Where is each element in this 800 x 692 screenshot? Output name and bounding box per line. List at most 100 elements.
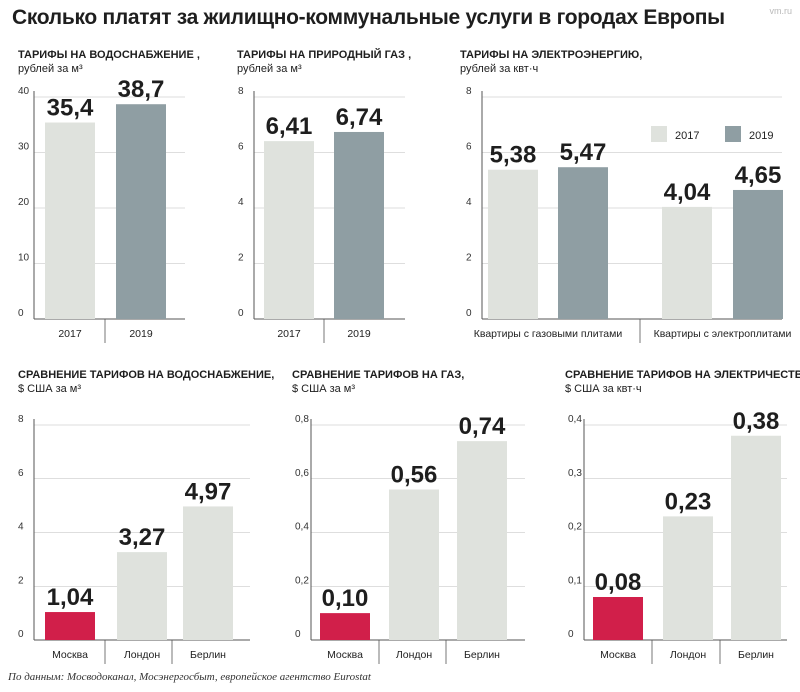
chart-electricity-rub-value-label: 4,65 (735, 162, 782, 189)
chart-water-rub-category-label: 2019 (129, 328, 153, 340)
chart-title-gas-rub: ТАРИФЫ НА ПРИРОДНЫЙ ГАЗ , рублей за м³ (237, 48, 411, 76)
chart-electricity-rub-value-label: 5,47 (560, 139, 607, 166)
chart-gas-usd-bar (320, 613, 370, 640)
chart-gas-usd-category-label: Берлин (464, 649, 500, 661)
chart-unit: $ США за м³ (292, 383, 356, 395)
source-note: По данным: Мосводоканал, Мосэнергосбыт, … (8, 671, 371, 683)
chart-title-electricity-usd: СРАВНЕНИЕ ТАРИФОВ НА ЭЛЕКТРИЧЕСТВО, $ СШ… (565, 368, 800, 396)
chart-electricity-usd-ytick-label: 0 (568, 629, 574, 640)
chart-water-usd-bar (117, 552, 167, 640)
chart-gas-usd-ytick-label: 0 (295, 629, 301, 640)
chart-water-rub-ytick-label: 0 (18, 308, 24, 319)
chart-water-usd-category-label: Берлин (190, 649, 226, 661)
chart-gas-rub-ytick-label: 0 (238, 308, 244, 319)
chart-gas-rub-value-label: 6,41 (266, 113, 313, 140)
chart-gas-usd-value-label: 0,56 (391, 462, 438, 489)
chart-electricity-rub-bar (488, 169, 538, 319)
chart-electricity-rub-ytick-label: 0 (466, 308, 472, 319)
chart-gas-usd-ytick-label: 0,8 (295, 414, 309, 425)
chart-gas-usd-category-label: Москва (327, 649, 363, 661)
chart-electricity-usd-category-label: Москва (600, 649, 636, 661)
chart-electricity-rub-value-label: 5,38 (490, 142, 537, 169)
chart-gas-rub-ytick-label: 8 (238, 86, 244, 97)
chart-title-gas-usd: СРАВНЕНИЕ ТАРИФОВ НА ГАЗ, $ США за м³ (292, 368, 464, 396)
chart-electricity-usd-value-label: 0,08 (595, 569, 642, 596)
chart-gas-rub-ytick-label: 4 (238, 197, 244, 208)
chart-gas-usd-bar (389, 489, 439, 640)
chart-title-text: СРАВНЕНИЕ ТАРИФОВ НА ЭЛЕКТРИЧЕСТВО, (565, 369, 800, 381)
chart-electricity-usd-bar (593, 597, 643, 640)
chart-gas-usd-value-label: 0,74 (459, 413, 506, 440)
chart-water-rub-bar (45, 122, 95, 319)
chart-unit: рублей за квт·ч (460, 63, 539, 75)
chart-gas-usd-ytick-label: 0,2 (295, 575, 309, 586)
chart-electricity-rub-bar (662, 206, 712, 319)
chart-water-usd-bar (45, 612, 95, 640)
chart-water-usd-value-label: 1,04 (47, 584, 94, 611)
chart-gas-usd-value-label: 0,10 (322, 585, 369, 612)
chart-electricity-usd-ytick-label: 0,3 (568, 468, 582, 479)
chart-gas-usd-ytick-label: 0,6 (295, 468, 309, 479)
chart-electricity-usd-bar (731, 435, 781, 640)
chart-unit: рублей за м³ (237, 63, 302, 75)
logo: vm.ru (769, 6, 793, 16)
chart-electricity-rub-legend-label: 2019 (749, 130, 773, 142)
chart-electricity-usd-ytick-label: 0,4 (568, 414, 582, 425)
chart-electricity-rub-category-label: Квартиры с электроплитами (654, 328, 792, 340)
chart-electricity-usd-value-label: 0,38 (733, 408, 780, 435)
chart-water-usd-value-label: 4,97 (185, 478, 232, 505)
chart-title-text: ТАРИФЫ НА ПРИРОДНЫЙ ГАЗ , (237, 49, 412, 61)
chart-gas-rub-category-label: 2019 (347, 328, 371, 340)
chart-title-text: СРАВНЕНИЕ ТАРИФОВ НА ВОДОСНАБЖЕНИЕ, (18, 369, 275, 381)
chart-gas-rub-ytick-label: 2 (238, 253, 244, 264)
chart-electricity-rub-legend-swatch (651, 126, 667, 142)
chart-title-electricity-rub: ТАРИФЫ НА ЭЛЕКТРОЭНЕРГИЮ, рублей за квт·… (460, 48, 642, 76)
chart-electricity-rub-legend-swatch (725, 126, 741, 142)
chart-unit: $ США за квт·ч (565, 383, 642, 395)
chart-gas-rub-value-label: 6,74 (336, 104, 383, 131)
chart-electricity-usd-category-label: Лондон (670, 649, 706, 661)
chart-title-text: ТАРИФЫ НА ВОДОСНАБЖЕНИЕ , (18, 49, 200, 61)
chart-gas-rub-bar (264, 141, 314, 319)
chart-unit: $ США за м³ (18, 383, 82, 395)
chart-water-usd-value-label: 3,27 (119, 524, 166, 551)
chart-electricity-rub-legend-label: 2017 (675, 130, 699, 142)
chart-title-water-usd: СРАВНЕНИЕ ТАРИФОВ НА ВОДОСНАБЖЕНИЕ, $ СШ… (18, 368, 274, 396)
chart-water-usd-ytick-label: 2 (18, 575, 24, 586)
chart-gas-rub-bar (334, 131, 384, 319)
chart-electricity-usd-value-label: 0,23 (665, 488, 712, 515)
chart-unit: рублей за м³ (18, 63, 83, 75)
chart-electricity-rub-ytick-label: 8 (466, 86, 472, 97)
chart-title-text: СРАВНЕНИЕ ТАРИФОВ НА ГАЗ, (292, 369, 465, 381)
chart-water-rub-bar (116, 104, 166, 319)
chart-water-rub-value-label: 38,7 (118, 76, 165, 103)
chart-water-usd-ytick-label: 4 (18, 522, 24, 533)
chart-gas-rub-category-label: 2017 (277, 328, 301, 340)
chart-electricity-rub-ytick-label: 2 (466, 253, 472, 264)
chart-gas-usd-ytick-label: 0,4 (295, 522, 309, 533)
chart-title-water-rub: ТАРИФЫ НА ВОДОСНАБЖЕНИЕ , рублей за м³ (18, 48, 200, 76)
chart-water-usd-ytick-label: 8 (18, 414, 24, 425)
chart-water-usd-category-label: Москва (52, 649, 88, 661)
chart-water-rub-ytick-label: 30 (18, 142, 30, 153)
chart-electricity-rub-category-label: Квартиры с газовыми плитами (474, 328, 623, 340)
chart-gas-usd-category-label: Лондон (396, 649, 432, 661)
chart-water-usd-ytick-label: 6 (18, 468, 24, 479)
chart-water-usd-bar (183, 506, 233, 640)
chart-water-rub-ytick-label: 40 (18, 86, 30, 97)
chart-electricity-usd-bar (663, 516, 713, 640)
chart-water-rub-category-label: 2017 (58, 328, 82, 340)
chart-water-rub-value-label: 35,4 (47, 95, 94, 122)
chart-electricity-rub-bar (558, 167, 608, 319)
chart-water-usd-category-label: Лондон (124, 649, 160, 661)
chart-gas-usd-bar (457, 441, 507, 640)
chart-water-usd-ytick-label: 0 (18, 629, 24, 640)
chart-water-rub-ytick-label: 10 (18, 253, 30, 264)
chart-electricity-usd-ytick-label: 0,2 (568, 522, 582, 533)
chart-electricity-rub-ytick-label: 6 (466, 142, 472, 153)
chart-electricity-rub-bar (733, 189, 783, 319)
chart-gas-rub-ytick-label: 6 (238, 142, 244, 153)
chart-electricity-usd-category-label: Берлин (738, 649, 774, 661)
chart-electricity-rub-ytick-label: 4 (466, 197, 472, 208)
